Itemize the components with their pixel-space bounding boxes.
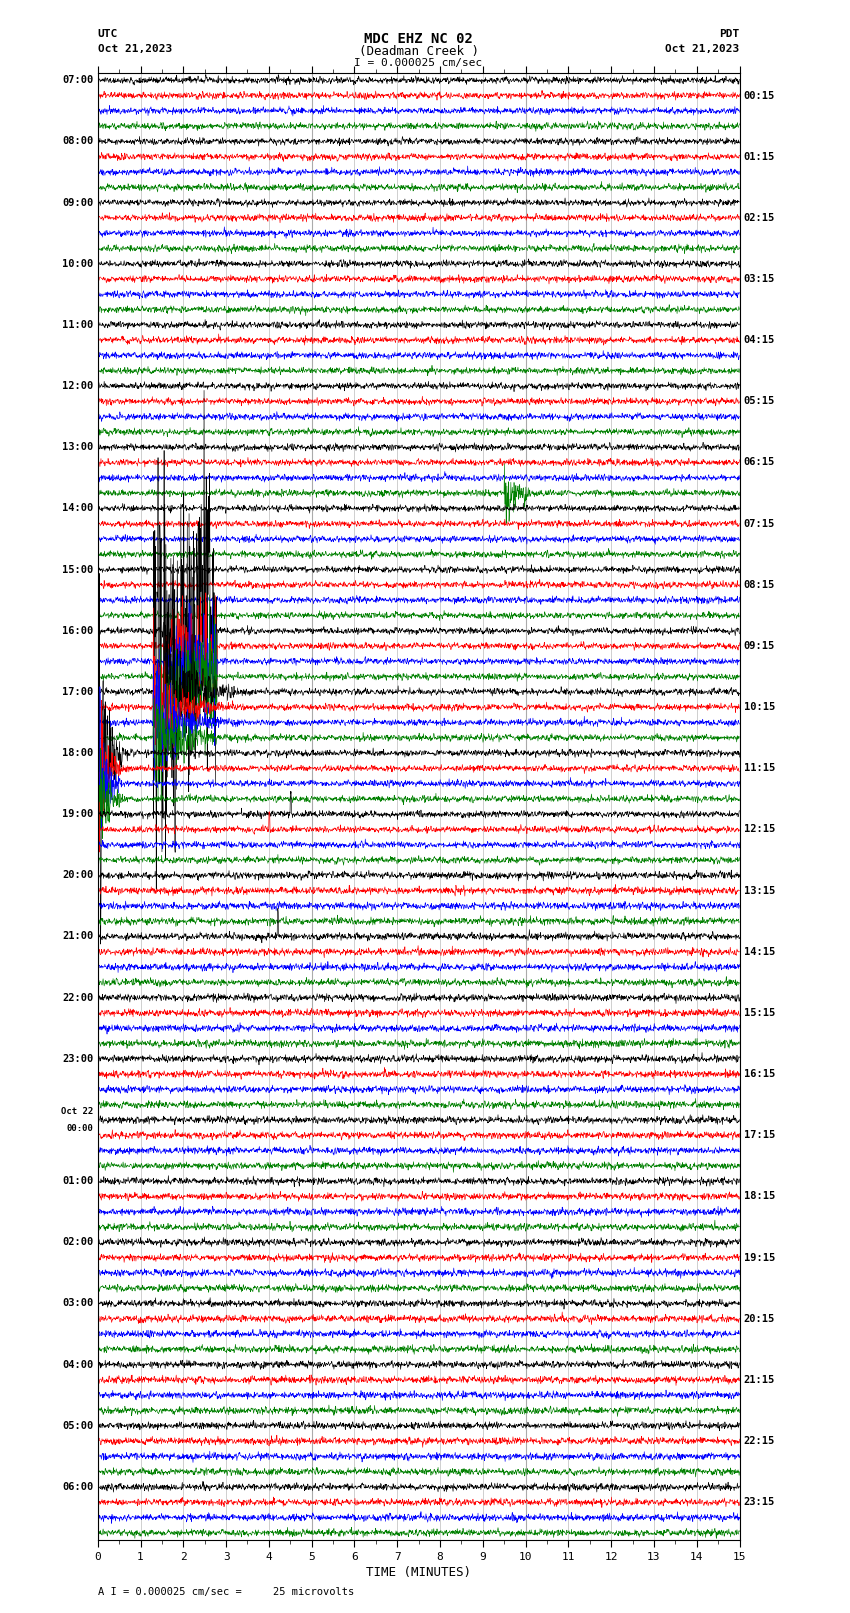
- Text: 20:00: 20:00: [62, 871, 94, 881]
- Text: 17:15: 17:15: [744, 1131, 775, 1140]
- Text: 00:15: 00:15: [744, 90, 775, 100]
- Text: 02:00: 02:00: [62, 1237, 94, 1247]
- Text: Oct 21,2023: Oct 21,2023: [98, 44, 172, 53]
- Text: 04:15: 04:15: [744, 336, 775, 345]
- Text: 21:00: 21:00: [62, 931, 94, 942]
- Text: 23:15: 23:15: [744, 1497, 775, 1507]
- Text: 19:00: 19:00: [62, 810, 94, 819]
- Text: 14:15: 14:15: [744, 947, 775, 957]
- Text: I = 0.000025 cm/sec: I = 0.000025 cm/sec: [354, 58, 483, 68]
- Text: 10:15: 10:15: [744, 702, 775, 711]
- Text: 13:00: 13:00: [62, 442, 94, 452]
- Text: 09:15: 09:15: [744, 640, 775, 652]
- Text: 09:00: 09:00: [62, 197, 94, 208]
- Text: A I = 0.000025 cm/sec =     25 microvolts: A I = 0.000025 cm/sec = 25 microvolts: [98, 1587, 354, 1597]
- Text: Oct 21,2023: Oct 21,2023: [666, 44, 740, 53]
- Text: 12:00: 12:00: [62, 381, 94, 390]
- Text: 22:15: 22:15: [744, 1436, 775, 1445]
- Text: 08:00: 08:00: [62, 137, 94, 147]
- Text: 23:00: 23:00: [62, 1053, 94, 1065]
- Text: 19:15: 19:15: [744, 1253, 775, 1263]
- Text: 03:00: 03:00: [62, 1298, 94, 1308]
- Text: MDC EHZ NC 02: MDC EHZ NC 02: [364, 32, 473, 47]
- Text: 15:15: 15:15: [744, 1008, 775, 1018]
- Text: 14:00: 14:00: [62, 503, 94, 513]
- Text: 11:15: 11:15: [744, 763, 775, 773]
- Text: 11:00: 11:00: [62, 319, 94, 331]
- Text: 05:15: 05:15: [744, 397, 775, 406]
- Text: 02:15: 02:15: [744, 213, 775, 223]
- Text: UTC: UTC: [98, 29, 118, 39]
- Text: 07:15: 07:15: [744, 519, 775, 529]
- Text: 13:15: 13:15: [744, 886, 775, 895]
- Text: 08:15: 08:15: [744, 579, 775, 590]
- Text: 03:15: 03:15: [744, 274, 775, 284]
- X-axis label: TIME (MINUTES): TIME (MINUTES): [366, 1566, 471, 1579]
- Text: 01:00: 01:00: [62, 1176, 94, 1186]
- Text: 21:15: 21:15: [744, 1374, 775, 1386]
- Text: 07:00: 07:00: [62, 76, 94, 85]
- Text: 01:15: 01:15: [744, 152, 775, 161]
- Text: 05:00: 05:00: [62, 1421, 94, 1431]
- Text: 16:00: 16:00: [62, 626, 94, 636]
- Text: PDT: PDT: [719, 29, 740, 39]
- Text: 18:15: 18:15: [744, 1192, 775, 1202]
- Text: 17:00: 17:00: [62, 687, 94, 697]
- Text: 15:00: 15:00: [62, 565, 94, 574]
- Text: 22:00: 22:00: [62, 992, 94, 1003]
- Text: 10:00: 10:00: [62, 258, 94, 269]
- Text: 06:15: 06:15: [744, 458, 775, 468]
- Text: 20:15: 20:15: [744, 1313, 775, 1324]
- Text: 04:00: 04:00: [62, 1360, 94, 1369]
- Text: Oct 22: Oct 22: [61, 1108, 94, 1116]
- Text: (Deadman Creek ): (Deadman Creek ): [359, 45, 479, 58]
- Text: 18:00: 18:00: [62, 748, 94, 758]
- Text: 12:15: 12:15: [744, 824, 775, 834]
- Text: 00:00: 00:00: [66, 1124, 94, 1132]
- Text: 06:00: 06:00: [62, 1482, 94, 1492]
- Text: 16:15: 16:15: [744, 1069, 775, 1079]
